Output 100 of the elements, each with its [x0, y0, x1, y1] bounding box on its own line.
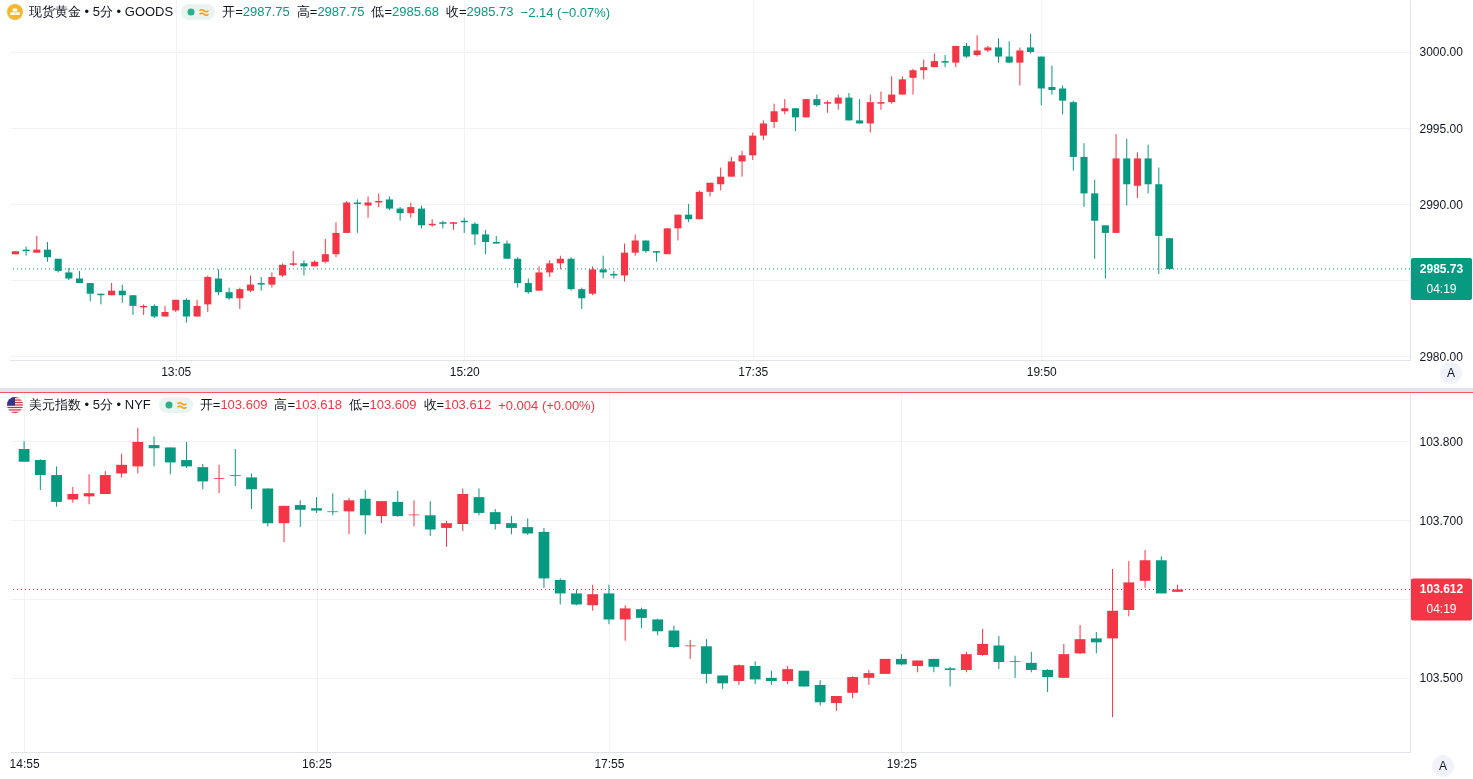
- candlestick: [1059, 84, 1067, 115]
- candlestick: [332, 221, 340, 258]
- candlestick: [993, 635, 1005, 670]
- candlestick: [770, 103, 778, 129]
- candlestick: [129, 294, 137, 316]
- y-tick-label: 103.800: [1419, 434, 1464, 449]
- candlestick: [717, 167, 725, 191]
- text: 04:19: [1426, 281, 1457, 296]
- candlestick: [1101, 224, 1109, 280]
- candlestick: [944, 666, 956, 688]
- candlestick: [359, 489, 371, 535]
- candlestick: [1042, 668, 1053, 693]
- ref-line-label: 103.612: [1419, 582, 1464, 597]
- candlestick: [749, 660, 761, 685]
- candlestick: [482, 229, 490, 255]
- candlestick: [197, 463, 209, 490]
- candlestick: [489, 508, 501, 530]
- x-tick-label: 19:25: [886, 756, 918, 771]
- candlestick: [733, 663, 745, 686]
- candlestick: [554, 577, 566, 605]
- candlestick: [631, 233, 639, 257]
- candlestick: [578, 287, 586, 310]
- x-tick-label: 19:50: [1026, 364, 1058, 379]
- candlestick: [909, 68, 917, 96]
- y-tick-label: 3000.00: [1419, 45, 1464, 60]
- candlestick: [960, 651, 972, 673]
- x-tick-label: 17:35: [738, 364, 769, 379]
- x-tick-label: 17:55: [594, 756, 625, 771]
- candlestick: [392, 490, 404, 518]
- candlestick: [164, 446, 176, 475]
- candlestick: [1016, 46, 1024, 86]
- candlestick: [791, 107, 800, 132]
- candlestick: [866, 94, 874, 134]
- candlestick: [684, 639, 696, 660]
- candlestick: [973, 34, 981, 58]
- candlestick: [888, 75, 896, 105]
- candlestick: [236, 287, 244, 310]
- candlestick: [1074, 624, 1086, 655]
- candlestick: [213, 464, 225, 494]
- candlestick: [1058, 643, 1070, 679]
- candlestick: [99, 470, 111, 495]
- candlestick: [1090, 631, 1102, 654]
- y-tick-label: 103.500: [1419, 671, 1464, 686]
- candlestick: [619, 604, 631, 642]
- candlestick: [845, 92, 853, 121]
- candlestick: [417, 205, 426, 229]
- candlestick: [1027, 33, 1035, 55]
- x-tick-label: 14:55: [9, 756, 40, 771]
- candlestick: [116, 453, 127, 478]
- x-tick-label: 13:05: [161, 364, 192, 379]
- ref-line-label: 2985.73: [1419, 261, 1464, 276]
- candlestick: [738, 150, 746, 178]
- candlestick: [620, 243, 629, 283]
- candlestick: [535, 265, 543, 292]
- candlestick: [181, 441, 192, 469]
- candlestick: [898, 75, 906, 96]
- candlestick: [86, 282, 94, 302]
- candlestick: [321, 238, 329, 264]
- candlestick: [636, 607, 647, 629]
- candlestick: [782, 665, 794, 685]
- candlestick: [727, 156, 735, 178]
- candlestick: [749, 132, 757, 161]
- candlestick: [182, 297, 190, 324]
- annotation: 收=2985.73: [445, 4, 514, 19]
- y-tick-label: 2990.00: [1419, 197, 1464, 212]
- candlestick: [473, 487, 485, 516]
- y-tick-label: 2980.00: [1419, 349, 1464, 364]
- candlestick: [847, 675, 859, 699]
- candlestick: [877, 91, 885, 111]
- annotation: 低=103.609: [348, 397, 417, 412]
- candlestick: [34, 458, 46, 491]
- candlestick: [343, 497, 355, 535]
- candlestick: [246, 472, 257, 510]
- candlestick: [863, 669, 875, 686]
- x-tick-label: 16:25: [302, 756, 333, 771]
- candlestick: [503, 240, 511, 260]
- chart-title: 现货黄金 • 5分 • GOODS: [29, 3, 174, 21]
- candlestick: [278, 505, 290, 543]
- annotation: −2.14 (−0.07%): [520, 4, 611, 20]
- candlestick: [994, 37, 1003, 64]
- candlestick: [920, 59, 928, 80]
- candlestick: [1009, 655, 1021, 679]
- candlestick: [439, 220, 447, 229]
- annotation: 收=103.612: [423, 397, 492, 412]
- candlestick: [941, 54, 949, 68]
- annotation: +0.004 (+0.00%): [498, 397, 596, 413]
- candlestick: [376, 500, 387, 524]
- candlestick: [225, 287, 233, 301]
- y-tick-label: 2995.00: [1419, 121, 1464, 136]
- candlestick: [813, 94, 821, 108]
- annotation: 开=2987.75: [222, 4, 290, 19]
- candlestick: [1048, 65, 1056, 96]
- candlestick: [856, 98, 864, 124]
- candlestick: [268, 271, 276, 289]
- candlestick: [18, 440, 30, 463]
- candlestick: [759, 119, 767, 141]
- candlestick: [327, 492, 339, 516]
- candlestick: [1005, 40, 1013, 64]
- candlestick: [294, 499, 306, 528]
- candlestick: [1025, 651, 1037, 673]
